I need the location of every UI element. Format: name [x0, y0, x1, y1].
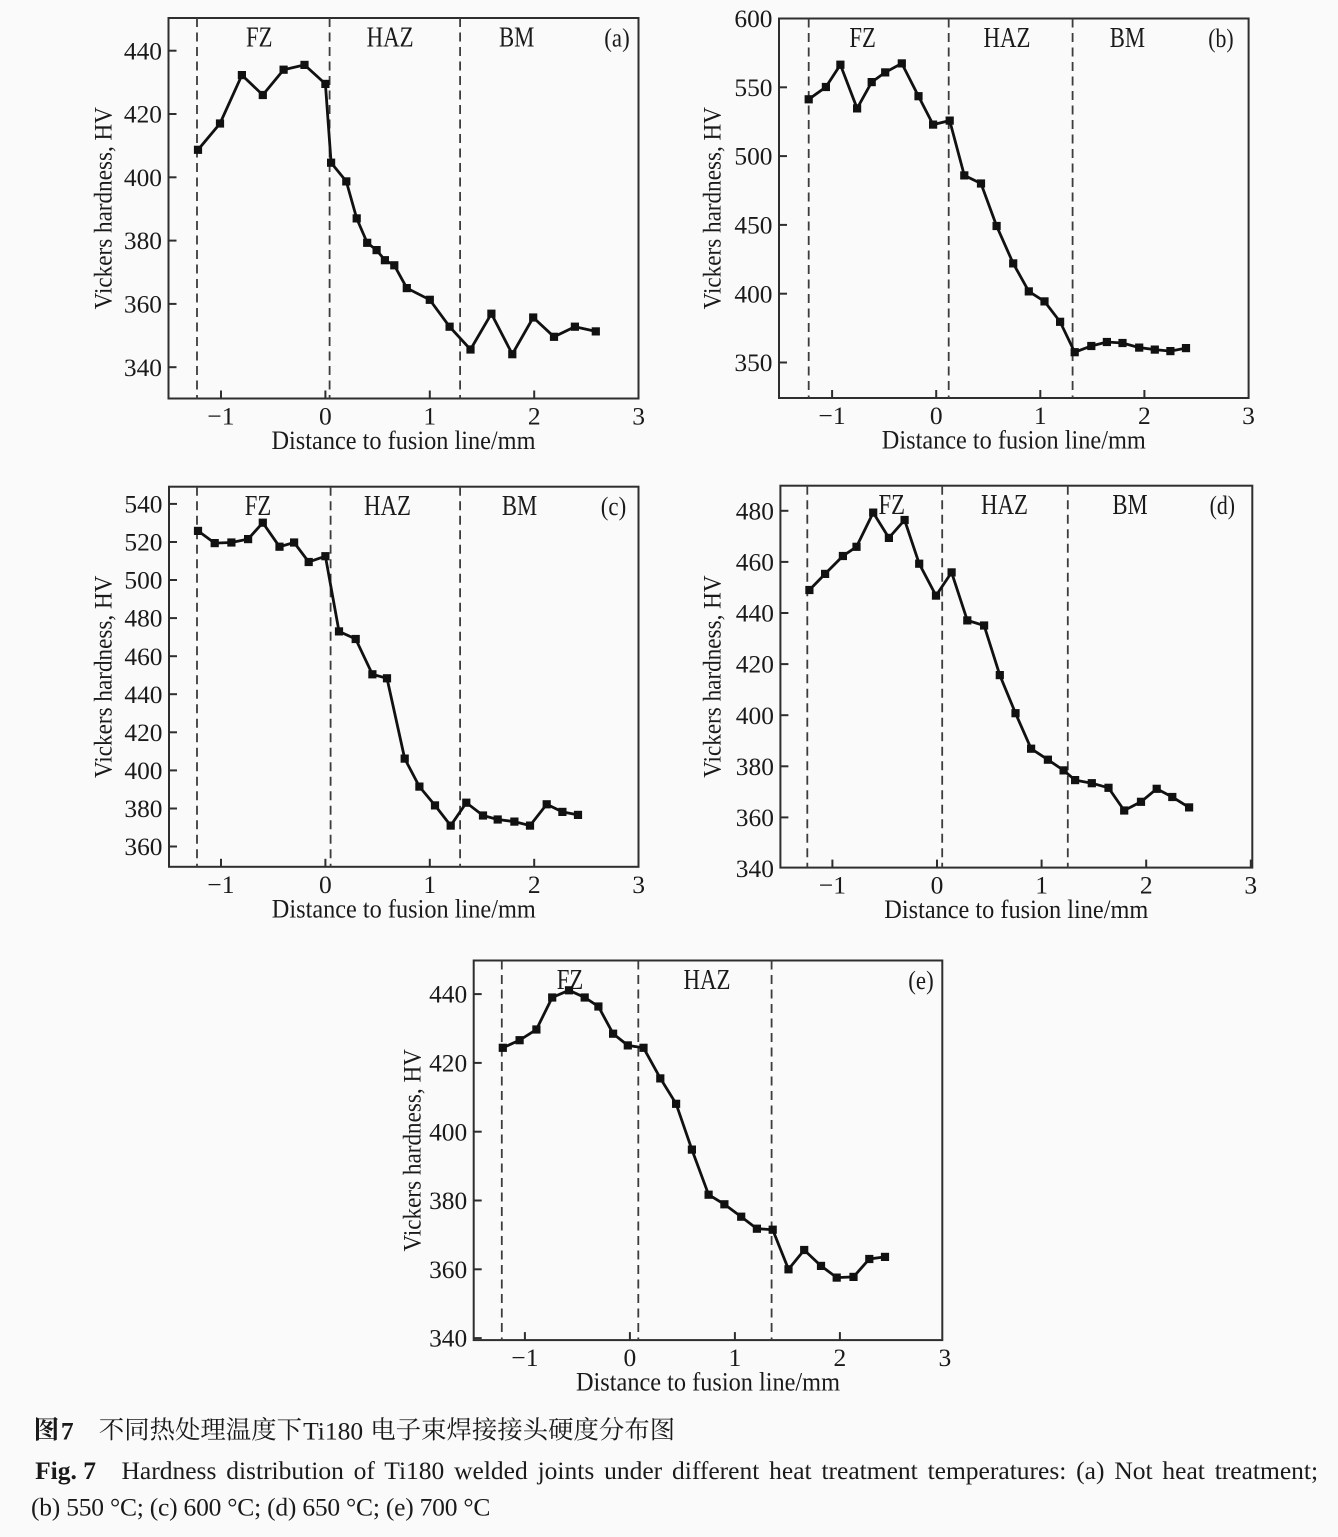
svg-text:380: 380: [124, 227, 162, 255]
svg-text:460: 460: [736, 549, 774, 577]
svg-text:3: 3: [1244, 871, 1257, 900]
svg-text:(d): (d): [1210, 491, 1235, 520]
svg-text:Distance to fusion line/mm: Distance to fusion line/mm: [272, 894, 536, 923]
svg-text:BM: BM: [499, 23, 534, 54]
svg-text:HAZ: HAZ: [684, 965, 731, 996]
svg-text:7: 7: [61, 1416, 74, 1445]
svg-text:Fig. 7: Fig. 7: [35, 1456, 96, 1485]
svg-text:400: 400: [124, 757, 162, 785]
svg-text:FZ: FZ: [849, 23, 876, 54]
svg-text:400: 400: [124, 164, 162, 192]
svg-text:Vickers hardness, HV: Vickers hardness, HV: [90, 107, 118, 310]
svg-text:400: 400: [736, 702, 774, 730]
svg-text:340: 340: [124, 354, 162, 382]
svg-text:0: 0: [319, 870, 332, 899]
svg-text:Distance to fusion line/mm: Distance to fusion line/mm: [882, 426, 1146, 455]
svg-text:2: 2: [1140, 871, 1153, 900]
svg-text:480: 480: [124, 605, 162, 633]
svg-text:Distance to fusion line/mm: Distance to fusion line/mm: [272, 426, 536, 455]
svg-text:400: 400: [429, 1118, 467, 1146]
svg-text:Hardness distribution of Ti180: Hardness distribution of Ti180 welded jo…: [122, 1456, 1319, 1485]
svg-text:BM: BM: [1110, 23, 1145, 54]
svg-text:450: 450: [734, 212, 772, 240]
svg-text:0: 0: [931, 871, 944, 900]
svg-text:3: 3: [632, 402, 645, 431]
svg-text:440: 440: [124, 37, 162, 65]
svg-text:HAZ: HAZ: [981, 490, 1028, 521]
svg-text:(e): (e): [908, 966, 933, 995]
svg-text:360: 360: [124, 291, 162, 319]
svg-text:360: 360: [124, 833, 162, 861]
svg-text:Vickers hardness, HV: Vickers hardness, HV: [699, 575, 727, 778]
svg-text:2: 2: [528, 870, 541, 899]
svg-text:3: 3: [1242, 401, 1255, 430]
svg-text:3: 3: [632, 870, 645, 899]
svg-text:−1: −1: [819, 871, 846, 900]
svg-text:1: 1: [729, 1343, 742, 1372]
svg-text:FZ: FZ: [245, 491, 272, 522]
svg-text:440: 440: [124, 681, 162, 709]
svg-text:−1: −1: [511, 1343, 538, 1372]
svg-text:0: 0: [624, 1343, 637, 1372]
svg-text:(a): (a): [604, 24, 629, 53]
svg-text:Distance to fusion line/mm: Distance to fusion line/mm: [576, 1368, 840, 1397]
svg-text:500: 500: [124, 567, 162, 595]
svg-text:2: 2: [528, 402, 541, 431]
svg-text:(b) 550 °C; (c) 600 °C; (d) 65: (b) 550 °C; (c) 600 °C; (d) 650 °C; (e) …: [31, 1492, 490, 1521]
svg-text:540: 540: [124, 491, 162, 519]
svg-text:550: 550: [734, 74, 772, 102]
svg-text:Ti180: Ti180: [303, 1416, 363, 1445]
svg-text:1: 1: [423, 402, 436, 431]
svg-text:HAZ: HAZ: [367, 23, 414, 54]
svg-text:340: 340: [736, 855, 774, 883]
svg-text:FZ: FZ: [246, 23, 273, 54]
svg-text:360: 360: [736, 804, 774, 832]
svg-text:480: 480: [736, 497, 774, 525]
svg-text:0: 0: [319, 402, 332, 431]
svg-text:3: 3: [939, 1343, 952, 1372]
svg-text:420: 420: [124, 101, 162, 129]
svg-text:360: 360: [429, 1256, 467, 1284]
svg-text:380: 380: [429, 1187, 467, 1215]
svg-text:2: 2: [834, 1343, 847, 1372]
svg-text:500: 500: [734, 143, 772, 171]
svg-text:1: 1: [1035, 871, 1048, 900]
svg-text:340: 340: [429, 1325, 467, 1353]
svg-text:Vickers hardness, HV: Vickers hardness, HV: [399, 1049, 427, 1252]
svg-text:440: 440: [736, 600, 774, 628]
svg-text:600: 600: [734, 5, 772, 33]
svg-text:350: 350: [734, 349, 772, 377]
svg-text:0: 0: [930, 401, 943, 430]
svg-text:420: 420: [736, 651, 774, 679]
svg-text:2: 2: [1138, 401, 1151, 430]
svg-text:Vickers hardness, HV: Vickers hardness, HV: [699, 107, 727, 310]
svg-text:1: 1: [423, 870, 436, 899]
svg-text:BM: BM: [1112, 490, 1147, 521]
svg-text:BM: BM: [502, 491, 537, 522]
svg-text:−1: −1: [819, 401, 846, 430]
svg-text:380: 380: [736, 753, 774, 781]
svg-text:−1: −1: [207, 402, 234, 431]
svg-text:380: 380: [124, 795, 162, 823]
svg-text:440: 440: [429, 981, 467, 1009]
svg-text:HAZ: HAZ: [364, 491, 411, 522]
svg-text:(b): (b): [1208, 24, 1233, 53]
svg-text:400: 400: [734, 280, 772, 308]
svg-text:520: 520: [124, 529, 162, 557]
svg-text:−1: −1: [207, 870, 234, 899]
svg-text:1: 1: [1034, 401, 1047, 430]
svg-text:Distance to fusion line/mm: Distance to fusion line/mm: [884, 895, 1148, 924]
svg-text:420: 420: [429, 1050, 467, 1078]
svg-text:HAZ: HAZ: [984, 23, 1031, 54]
svg-text:420: 420: [124, 719, 162, 747]
svg-text:Vickers hardness, HV: Vickers hardness, HV: [90, 575, 118, 778]
svg-text:460: 460: [124, 643, 162, 671]
svg-text:(c): (c): [601, 492, 626, 521]
